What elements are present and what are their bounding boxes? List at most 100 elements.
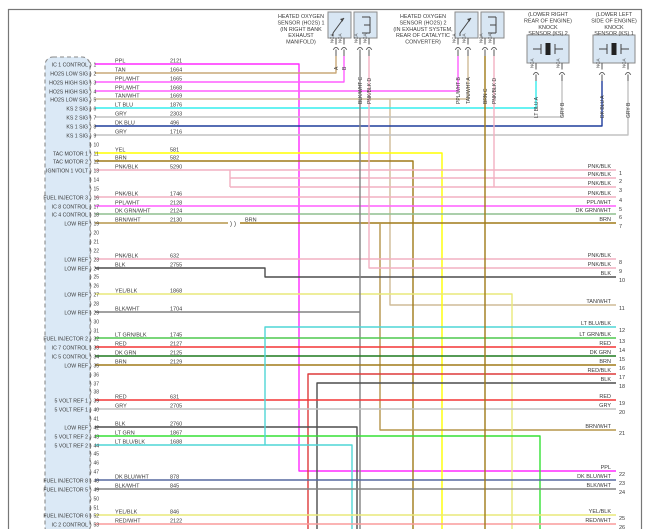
pin-number: 28: [94, 301, 100, 307]
nca-label: NCA: [488, 33, 493, 43]
wire-color-label: BRN: [115, 360, 127, 366]
pcm-signal-label: IC 1 CONTROL: [52, 62, 88, 68]
pin-number: 43: [94, 434, 100, 440]
inline-connector-icon: [340, 46, 348, 51]
pin-bracket: ): [90, 388, 92, 395]
wire-color-label: BRN/WHT: [115, 218, 141, 224]
pin-number: 36: [94, 372, 100, 378]
exit-wire-label: BLK: [601, 271, 612, 277]
exit-number: 6: [619, 215, 622, 221]
wire-circuit-number: 845: [170, 484, 179, 490]
exit-wire-label: DK GRN/WHT: [576, 208, 612, 214]
knock-piezo-icon: [611, 43, 617, 55]
pcm-signal-label: 5 VOLT REF 2: [54, 443, 88, 449]
wire-color-label: YEL: [115, 148, 125, 154]
pin-number: 11: [94, 151, 99, 157]
knock-sensor-2-title: KNOCK: [538, 25, 558, 31]
exit-number: 11: [619, 306, 625, 312]
pin-bracket: ): [90, 220, 92, 227]
pin-number: 4: [94, 89, 97, 95]
inline-connector-icon: [365, 46, 373, 51]
wire-circuit-number: 632: [170, 254, 179, 260]
connector-pin-label: BLK/WHT C: [358, 76, 364, 104]
wire-color-label: PPL/WHT: [115, 201, 140, 207]
connector-pin-label: B: [342, 66, 348, 70]
pcm-signal-label: 5 VOLT REF 2: [54, 434, 88, 440]
splice-bracket: ): [234, 221, 236, 227]
pin-bracket: ): [90, 114, 92, 121]
exit-number: 14: [619, 348, 625, 354]
pin-number: 38: [94, 389, 100, 395]
heated-oxygen-sensor-2-title: SENSOR (HO2S) 2: [399, 20, 446, 26]
pin-bracket: ): [90, 158, 92, 165]
exit-wire-label: RED: [599, 394, 611, 400]
inline-connector-icon: [464, 46, 472, 51]
exit-number: 25: [619, 516, 625, 522]
pin-bracket: ): [90, 185, 92, 192]
exit-number: 24: [619, 490, 625, 496]
exit-number: 18: [619, 384, 625, 390]
wire-blk: [95, 267, 616, 278]
pin-number: 27: [94, 292, 100, 298]
pcm-connector-block: [44, 56, 91, 529]
inline-connector-icon: [454, 46, 462, 51]
pin-bracket: ): [90, 282, 92, 289]
wire-color-label: BLK/WHT: [115, 307, 140, 313]
pin-number: 47: [94, 469, 100, 475]
pcm-signal-label: LOW REF: [64, 363, 88, 369]
pcm-signal-label: HO2S LOW SIG: [50, 71, 88, 77]
pin-bracket: ): [90, 468, 92, 475]
connector-pin-label: LT BLU A: [534, 96, 540, 118]
wire-color-label: LT GRN/BLK: [115, 333, 147, 339]
pin-number: 17: [94, 204, 100, 210]
pin-number: 25: [94, 274, 100, 280]
pin-number: 37: [94, 381, 100, 387]
pcm-signal-label: TAC MOTOR 2: [53, 159, 88, 165]
exit-wire-label: BLK/WHT: [587, 483, 612, 489]
pin-number: 20: [94, 230, 100, 236]
pcm-signal-label: IC 5 CONTROL: [52, 354, 88, 360]
exit-number: 17: [619, 375, 625, 381]
exit-wire-label: BRN: [599, 359, 611, 365]
pin-number: 1: [94, 62, 97, 68]
pin-number: 33: [94, 345, 100, 351]
pin-number: 32: [94, 336, 100, 342]
wire-circuit-number: 1669: [170, 94, 182, 100]
nca-label: NCA: [354, 33, 359, 43]
pin-bracket: ): [90, 450, 92, 457]
wire-color-label: GRY: [115, 404, 127, 410]
pcm-signal-label: IC 7 CONTROL: [52, 345, 88, 351]
splice-symbol: )) BRN: [230, 218, 257, 228]
pin-bracket: ): [90, 203, 92, 210]
wire-ppl: [95, 63, 616, 472]
pin-bracket: ): [90, 433, 92, 440]
pin-number: 41: [94, 416, 100, 422]
wire-color-label: RED: [115, 395, 127, 401]
exit-wire-label: PNK/BLK: [588, 164, 612, 170]
wire-circuit-number: 1746: [170, 192, 182, 198]
pin-number: 39: [94, 398, 100, 404]
wire-tan: [95, 56, 337, 74]
pin-number: 18: [94, 212, 100, 218]
pcm-signal-label: IC 8 CONTROL: [52, 204, 88, 210]
wire-color-label: DK BLU: [115, 121, 135, 127]
heated-oxygen-sensor-1-title: (IN RIGHT BANK: [280, 27, 322, 33]
knock-sensor-2-title: (LOWER RIGHT: [528, 12, 569, 18]
wire-tan-wht: [95, 56, 469, 100]
pin-bracket: ): [90, 256, 92, 263]
wire-color-label: GRY: [115, 112, 127, 118]
nca-label: NCA: [330, 33, 335, 43]
pin-number: 46: [94, 460, 100, 466]
pcm-signal-label: FUEL INJECTOR 5: [43, 487, 88, 493]
wire-circuit-number: 846: [170, 510, 179, 516]
wire-dk-blu: [95, 81, 603, 127]
pcm-signal-label: HO2S HIGH SIG: [49, 80, 88, 86]
wire-color-label: PPL/WHT: [115, 86, 140, 92]
wire-color-label: DK GRN/WHT: [115, 209, 151, 215]
pcm-signal-label: HO2S LOW SIG: [50, 97, 88, 103]
pin-number: 5: [94, 97, 97, 103]
wire-brn-wht: [379, 223, 616, 431]
wire-circuit-number: 1867: [170, 431, 182, 437]
knock-piezo-icon: [545, 43, 551, 55]
